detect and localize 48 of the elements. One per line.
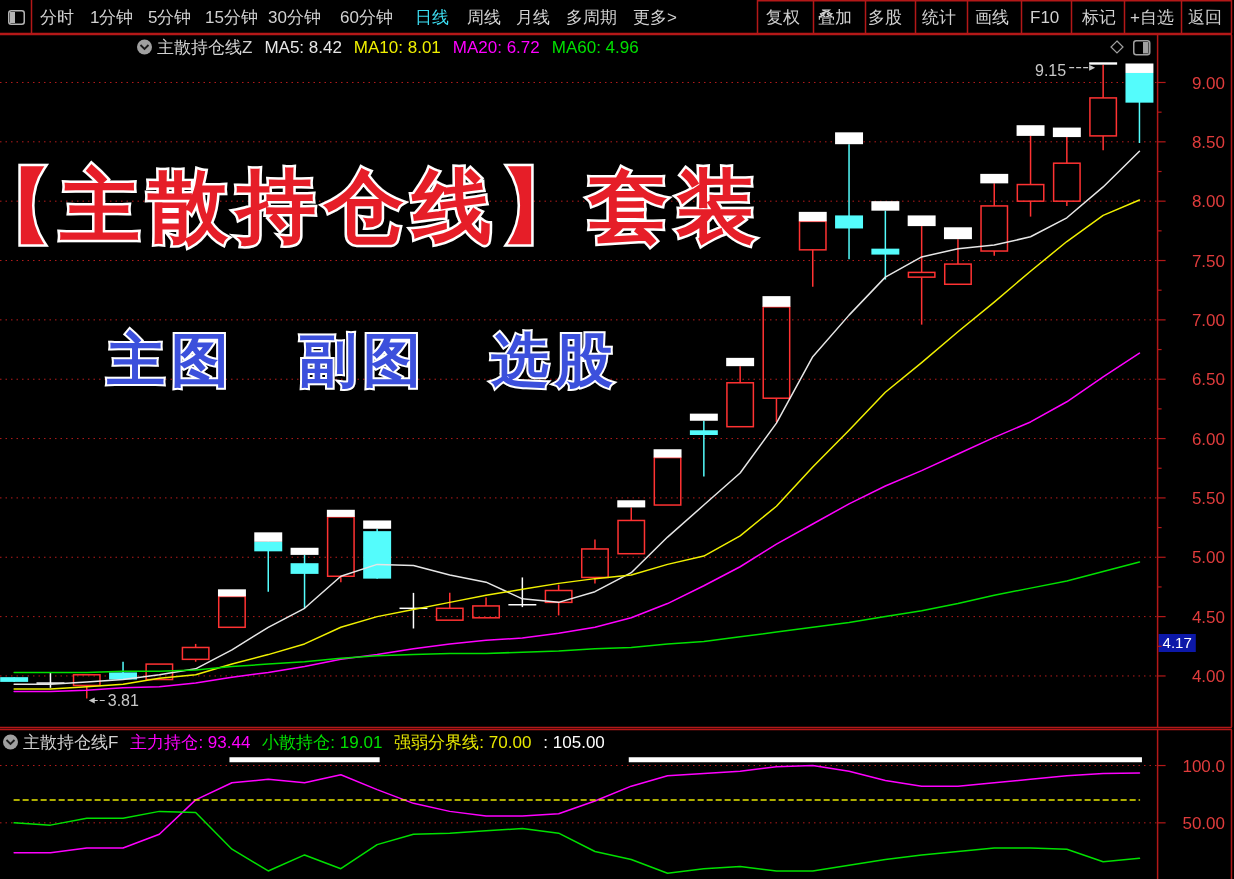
category-label: +自选 — [1130, 8, 1174, 27]
y-tick-label: 9.00 — [1191, 73, 1225, 93]
category-label: 月线 — [516, 8, 550, 27]
text: 小散持仓: 19.01 — [262, 733, 383, 753]
category-label: 日线 — [415, 8, 449, 27]
category-label: 30分钟 — [268, 8, 321, 27]
category-label: 标记 — [1081, 8, 1116, 27]
y-tick-label: 8.00 — [1191, 192, 1225, 212]
text: 【主散持仓线】套装 — [0, 160, 764, 253]
y-tick-label: 7.50 — [1191, 251, 1225, 271]
text: 强弱分界线: 70.00 — [394, 733, 532, 753]
category-label: 复权 — [766, 8, 800, 27]
text: MA60: 4.96 — [551, 38, 639, 58]
category-label: 返回 — [1188, 8, 1222, 27]
category-label: 画线 — [975, 8, 1009, 27]
category-label: 5分钟 — [148, 8, 192, 27]
category-label: F10 — [1030, 8, 1060, 27]
y-tick-label: 4.00 — [1191, 667, 1225, 687]
series-label: : 105.00 — [543, 733, 605, 753]
y-tick-label: 5.50 — [1191, 489, 1225, 509]
category-label: 15分钟 — [205, 8, 258, 27]
y-tick-label: 5.00 — [1191, 548, 1225, 568]
y-tick-label: 50.00 — [1182, 813, 1225, 833]
text: 主图 副图 选股 — [106, 326, 619, 394]
y-tick-label: 8.50 — [1191, 132, 1225, 152]
text: 4.17 — [1162, 634, 1192, 652]
annotation: 9.15 — [1035, 62, 1067, 80]
series-label: 主力持仓: 93.44 — [130, 733, 251, 753]
text: MA5: 8.42 — [264, 38, 342, 58]
category-label: 分时 — [40, 8, 74, 27]
category-label: 统计 — [922, 8, 956, 27]
legend-title: 主散持仓线F — [23, 733, 119, 753]
text: MA20: 6.72 — [452, 38, 540, 58]
y-tick-label: 6.50 — [1191, 370, 1225, 390]
y-tick-label: 7.00 — [1191, 310, 1225, 330]
y-tick-label: 100.0 — [1182, 756, 1225, 776]
y-tick-label: 6.00 — [1191, 429, 1225, 449]
category-label: 多周期 — [566, 8, 617, 27]
category-label: 60分钟 — [340, 8, 393, 27]
annotation: 3.81 — [107, 692, 139, 710]
y-tick-label: 4.50 — [1191, 607, 1225, 627]
category-label: 多股 — [868, 8, 902, 27]
category-label: 更多> — [633, 8, 677, 27]
legend-title: 主散持仓线Z — [157, 38, 253, 58]
category-label: 叠加 — [818, 8, 852, 27]
category-label: 周线 — [467, 8, 501, 27]
category-label: 1分钟 — [90, 8, 134, 27]
text: MA10: 8.01 — [353, 38, 441, 58]
